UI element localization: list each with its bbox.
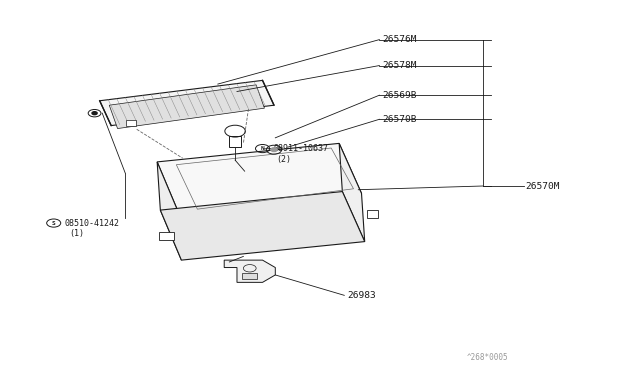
Bar xyxy=(228,136,241,147)
Text: ^268*0005: ^268*0005 xyxy=(467,353,509,362)
Text: 26570M: 26570M xyxy=(525,182,560,190)
Polygon shape xyxy=(100,80,274,126)
Text: 26570B: 26570B xyxy=(382,115,417,124)
Polygon shape xyxy=(339,143,365,241)
Polygon shape xyxy=(109,85,264,129)
Text: 26569B: 26569B xyxy=(382,91,417,100)
Text: 08911-10637: 08911-10637 xyxy=(273,144,328,153)
Circle shape xyxy=(271,148,277,151)
Bar xyxy=(159,232,174,240)
Text: 26576M: 26576M xyxy=(382,35,417,44)
Text: (2): (2) xyxy=(276,155,292,164)
Text: 26983: 26983 xyxy=(347,291,376,300)
Polygon shape xyxy=(157,143,362,212)
Bar xyxy=(125,120,136,126)
Polygon shape xyxy=(224,260,275,282)
Polygon shape xyxy=(157,162,181,260)
Polygon shape xyxy=(161,192,365,260)
Text: 26578M: 26578M xyxy=(382,61,417,70)
Bar xyxy=(242,273,257,279)
Text: S: S xyxy=(52,221,56,225)
Circle shape xyxy=(92,112,97,115)
Text: 08510-41242: 08510-41242 xyxy=(65,219,120,228)
Bar xyxy=(367,210,378,218)
Text: N: N xyxy=(260,146,264,151)
Text: (1): (1) xyxy=(70,229,84,238)
